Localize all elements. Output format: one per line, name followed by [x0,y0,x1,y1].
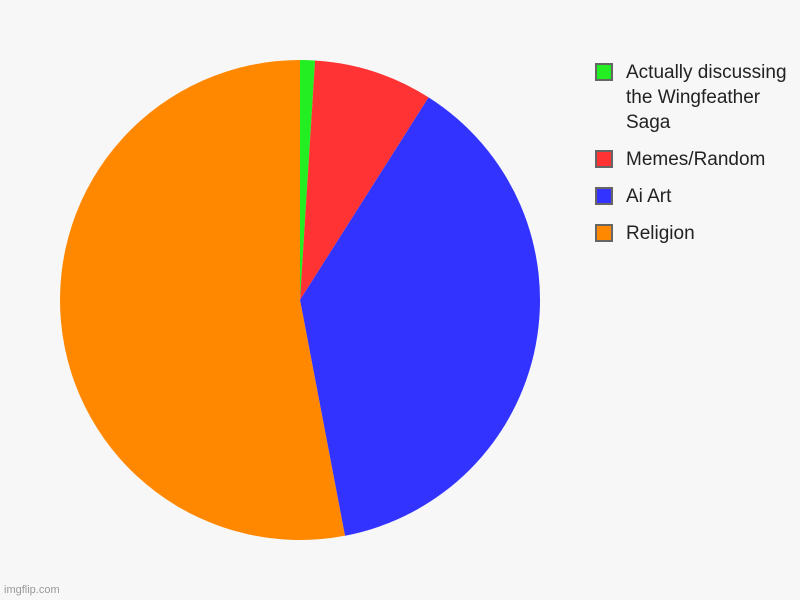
pie-slice [300,97,540,536]
pie-slice [300,60,316,300]
legend: Actually discussing the Wingfeather Saga… [595,60,800,258]
pie-slice [300,60,429,300]
legend-swatch [595,63,613,81]
legend-label: Ai Art [626,186,672,207]
watermark: imgflip.com [4,584,60,596]
legend-swatch [595,187,613,205]
legend-swatch [595,150,613,168]
legend-label: Memes/Random [626,149,766,170]
legend-label: Actually discussing the Wingfeather Saga [626,62,787,133]
legend-item: Religion [595,221,800,246]
legend-item: Ai Art [595,184,800,209]
legend-item: Memes/Random [595,147,800,172]
legend-item: Actually discussing the Wingfeather Saga [595,60,800,135]
legend-label: Religion [626,223,695,244]
pie-slice [60,60,345,540]
legend-swatch [595,224,613,242]
